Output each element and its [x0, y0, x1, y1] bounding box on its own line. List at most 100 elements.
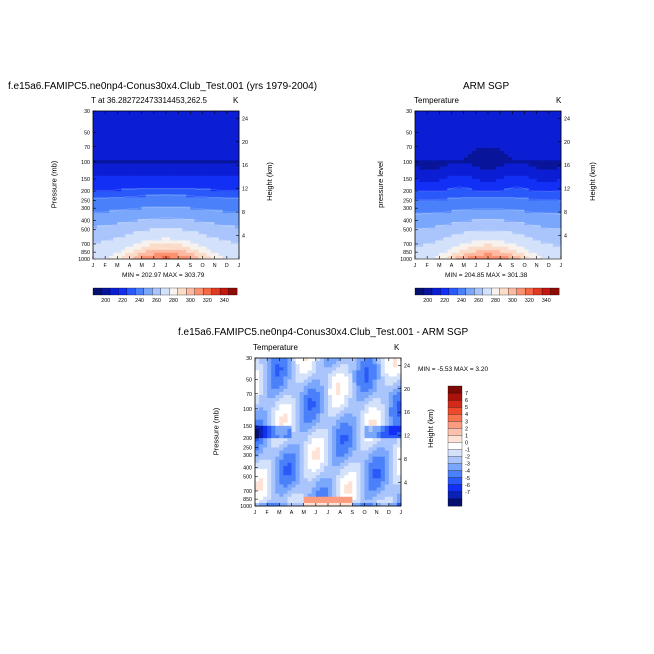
model-cell	[109, 206, 114, 211]
diff-cell	[287, 484, 292, 488]
model-cell	[161, 154, 167, 158]
model-cell	[218, 243, 224, 248]
obs-cell	[556, 185, 562, 189]
diff-cell	[356, 459, 361, 464]
model-cell	[149, 255, 155, 260]
model-cell	[214, 218, 220, 223]
obs-cell	[492, 172, 497, 177]
model-cell	[109, 249, 114, 254]
model-cell	[234, 200, 240, 204]
obs-cell	[520, 144, 525, 149]
diff-cell	[356, 376, 361, 380]
obs-cell	[520, 240, 525, 244]
diff-cell	[283, 438, 288, 442]
obs-cell	[500, 175, 505, 180]
diff-cell	[267, 481, 272, 485]
model-cell	[129, 240, 134, 244]
model-cell	[101, 135, 106, 140]
model-cell	[125, 212, 130, 217]
diff-cell	[255, 419, 260, 424]
diff-cell	[323, 416, 329, 421]
obs-cell	[463, 114, 469, 118]
obs-cell	[508, 166, 513, 170]
obs-cell	[528, 185, 534, 189]
model-cell	[105, 151, 110, 155]
obs-cell	[496, 114, 501, 118]
model-cell	[182, 144, 187, 149]
obs-cell	[471, 197, 477, 201]
model-cell	[186, 138, 191, 143]
model-cell	[109, 114, 114, 118]
model-cell	[125, 215, 130, 220]
diff-cell	[328, 358, 333, 362]
obs-cell	[508, 222, 513, 226]
obs-cell	[504, 215, 509, 220]
diff-cell	[332, 376, 337, 380]
model-cell	[97, 117, 102, 121]
obs-cell	[431, 175, 436, 180]
obs-cell	[552, 138, 558, 143]
diff-cell	[267, 447, 272, 451]
diff-cell	[380, 382, 386, 387]
model-cell	[226, 135, 232, 140]
diff-cell	[336, 376, 341, 380]
diff-cell	[332, 419, 337, 424]
obs-cell	[488, 129, 493, 133]
obs-cell	[423, 175, 428, 180]
diff-cell	[323, 447, 329, 451]
obs-cell	[475, 249, 481, 254]
diff-cell	[303, 404, 309, 408]
diff-cell	[315, 419, 321, 424]
model-cell	[125, 240, 130, 244]
model-cell	[194, 114, 199, 118]
obs-cell	[524, 111, 529, 115]
model-cell	[182, 160, 187, 164]
model-cell	[133, 160, 139, 164]
obs-cell	[435, 194, 440, 198]
obs-cell	[500, 185, 505, 189]
diff-cell	[255, 428, 260, 433]
diff-cell	[384, 404, 390, 408]
diff-cell	[271, 401, 276, 405]
model-cell	[218, 206, 224, 211]
obs-cell	[451, 120, 456, 124]
obs-cell	[508, 234, 513, 238]
model-cell	[214, 141, 220, 146]
diff-cell	[319, 428, 325, 433]
model-cell	[214, 243, 220, 248]
model-cell	[117, 181, 122, 186]
obs-cell	[524, 252, 529, 257]
obs-cell	[532, 212, 538, 217]
model-cell	[153, 203, 159, 207]
diff-cell	[388, 475, 394, 479]
model-cell	[113, 114, 118, 118]
diff-cell	[259, 407, 264, 411]
model-cell	[198, 240, 203, 244]
model-cell	[182, 191, 187, 195]
model-cell	[141, 255, 147, 260]
obs-cell	[512, 249, 517, 254]
model-cell	[105, 154, 110, 158]
model-cell	[129, 231, 134, 235]
obs-cell	[548, 141, 554, 146]
model-cell	[218, 234, 224, 238]
obs-cell	[427, 123, 432, 127]
diff-cell	[368, 398, 374, 402]
obs-cell	[488, 138, 493, 143]
model-cell	[105, 132, 110, 137]
obs-cell	[439, 132, 444, 137]
diff-cell	[352, 438, 357, 442]
diff-cell	[332, 472, 337, 476]
model-cell	[133, 237, 139, 241]
obs-cell	[552, 132, 558, 137]
model-cell	[157, 206, 163, 211]
obs-cell	[504, 126, 509, 130]
model-cell	[133, 185, 139, 189]
diff-cell	[336, 379, 341, 384]
obs-cell	[540, 191, 546, 195]
diff-cell	[295, 484, 301, 488]
obs-cell	[548, 135, 554, 140]
diff-cell	[311, 410, 317, 414]
obs-cell	[471, 243, 477, 248]
model-cell	[230, 188, 236, 192]
